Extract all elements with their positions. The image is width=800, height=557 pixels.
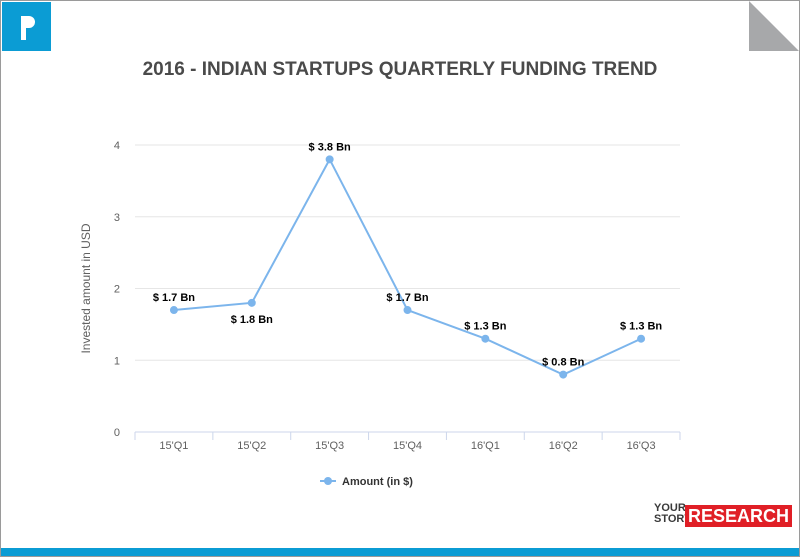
y-tick-label: 2 [114,284,120,296]
brand-story: STORY [654,513,692,525]
page-curl-corner [749,1,799,51]
data-point [481,334,490,343]
x-tick-label: 16'Q3 [627,440,656,452]
data-label: $ 1.3 Bn [620,321,662,333]
data-point [403,306,412,315]
data-label: $ 3.8 Bn [309,141,351,153]
data-label: $ 1.7 Bn [386,292,428,304]
data-label: $ 0.8 Bn [542,357,584,369]
x-tick-label: 15'Q3 [315,440,344,452]
brand-logo [2,2,51,51]
data-point [637,334,646,343]
legend-label: Amount (in $) [342,476,413,488]
flag-p-icon [21,16,35,40]
brand-research: RESEARCH [685,505,793,527]
data-point [559,370,568,379]
data-label: $ 1.7 Bn [153,292,195,304]
y-tick-label: 3 [114,212,120,224]
x-tick-label: 16'Q1 [471,440,500,452]
y-tick-label: 1 [114,355,120,367]
data-label: $ 1.3 Bn [464,321,506,333]
legend-marker [324,477,332,485]
data-point [247,298,256,307]
data-label: $ 1.8 Bn [231,314,273,326]
x-tick-label: 15'Q4 [393,440,422,452]
x-tick-label: 15'Q2 [237,440,266,452]
footer-brand-text: YOUR STORY [654,503,691,525]
bottom-accent-bar [1,548,799,556]
x-tick-label: 16'Q2 [549,440,578,452]
series-line [173,157,642,376]
brand-your: YOUR [654,502,686,514]
y-tick-label: 4 [114,140,120,152]
data-point [325,155,334,164]
y-axis-label: Invested amount in USD [79,223,93,353]
chart-title: 2016 - INDIAN STARTUPS QUARTERLY FUNDING… [142,59,658,80]
x-tick-label: 15'Q1 [159,440,188,452]
data-point [169,306,178,315]
y-tick-label: 0 [114,427,120,439]
